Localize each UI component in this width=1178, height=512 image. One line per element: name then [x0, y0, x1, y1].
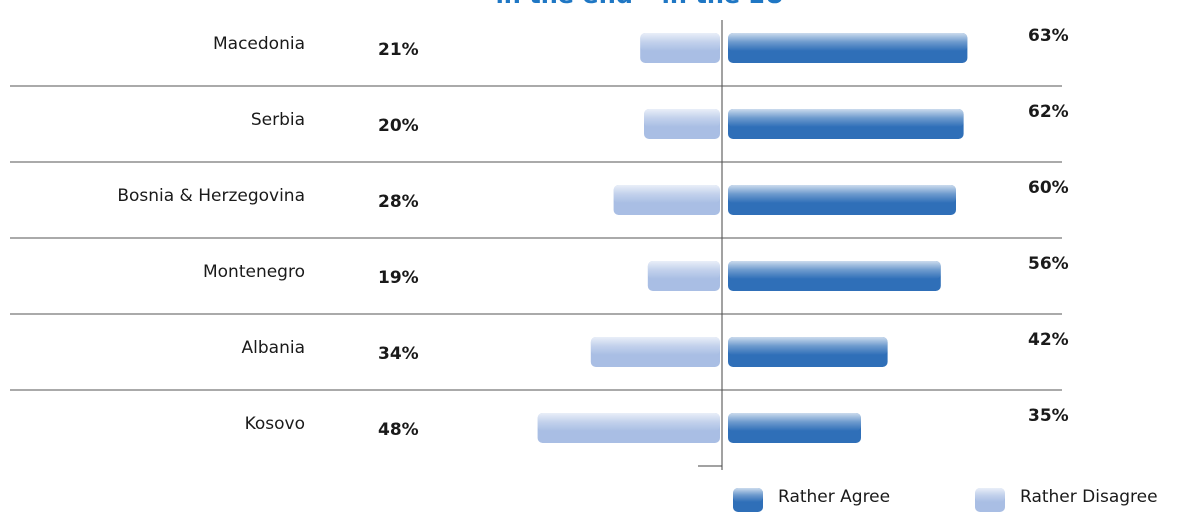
- bar-shine: [728, 337, 888, 355]
- category-label: Albania: [242, 338, 305, 358]
- bar-shine: [728, 33, 968, 51]
- value-label num: 20%: [378, 116, 419, 136]
- bar-shine: [640, 33, 720, 51]
- bar-shine: [728, 261, 941, 279]
- bar-shine: [644, 109, 720, 127]
- category-label: Kosovo: [245, 414, 305, 434]
- value-label num: 63%: [1028, 26, 1069, 46]
- legend-label: Rather Agree: [778, 487, 890, 507]
- bar-shine: [537, 413, 720, 431]
- value-label num: 28%: [378, 192, 419, 212]
- bar-shine: [590, 337, 720, 355]
- category-label: Bosnia & Herzegovina: [117, 186, 305, 206]
- category-label: Serbia: [251, 110, 305, 130]
- value-label num: 19%: [378, 268, 419, 288]
- bar-shine: [728, 109, 964, 127]
- value-label num: 21%: [378, 40, 419, 60]
- value-label num: 35%: [1028, 406, 1069, 426]
- value-label num: 48%: [378, 420, 419, 440]
- legend-swatch-shine: [733, 488, 763, 502]
- bar-shine: [647, 261, 720, 279]
- legend-label: Rather Disagree: [1020, 487, 1158, 507]
- legend-swatch-shine: [975, 488, 1005, 502]
- bar-shine: [728, 185, 956, 203]
- value-label num: 42%: [1028, 330, 1069, 350]
- category-label: Montenegro: [203, 262, 305, 282]
- bar-shine: [613, 185, 720, 203]
- value-label num: 34%: [378, 344, 419, 364]
- bar-shine: [728, 413, 861, 431]
- chart-title: in the end – in the EU: [496, 0, 785, 9]
- value-label num: 60%: [1028, 178, 1069, 198]
- category-label: Macedonia: [213, 34, 305, 54]
- value-label num: 62%: [1028, 102, 1069, 122]
- value-label num: 56%: [1028, 254, 1069, 274]
